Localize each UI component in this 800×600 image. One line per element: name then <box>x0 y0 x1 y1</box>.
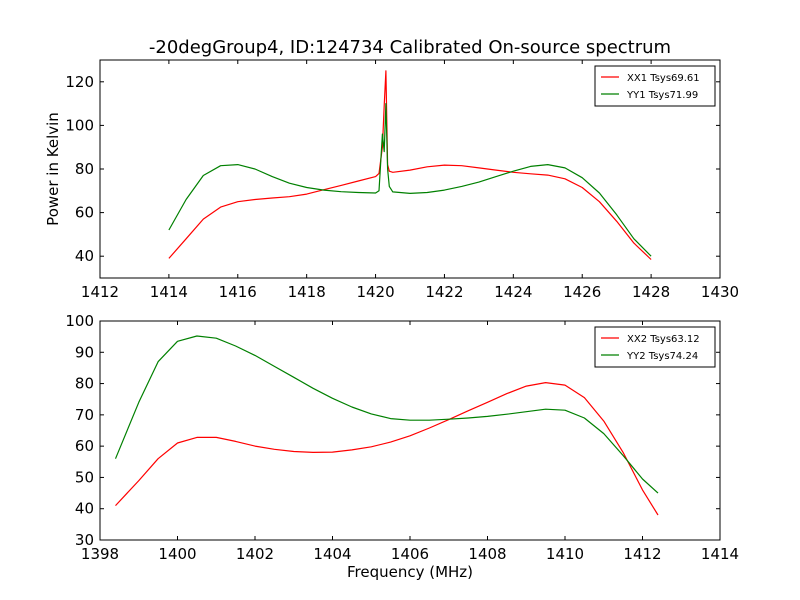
y-tick-label: 80 <box>75 160 94 178</box>
x-tick-label: 1412 <box>81 283 119 301</box>
legend-box <box>594 326 716 368</box>
y-tick-label: 90 <box>75 343 94 361</box>
legend-entry: XX2 Tsys63.12 <box>627 334 700 345</box>
legend-box <box>594 65 716 107</box>
x-tick-label: 1400 <box>158 545 196 563</box>
x-tick-label: 1408 <box>468 545 506 563</box>
y-tick-label: 100 <box>65 116 94 134</box>
x-tick-label: 1410 <box>546 545 584 563</box>
series-line-1-2 <box>168 103 652 257</box>
x-tick-label: 1416 <box>219 283 257 301</box>
x-axis-label: Frequency (MHz) <box>347 563 473 581</box>
y-tick-label: 60 <box>75 204 94 222</box>
legend: XX2 Tsys63.12 YY2 Tsys74.24 <box>594 326 716 368</box>
legend-entry: XX1 Tsys69.61 <box>627 73 700 84</box>
y-tick-label: 100 <box>65 312 94 330</box>
x-tick-label: 1426 <box>563 283 601 301</box>
y-axis-label: Power in Kelvin <box>44 112 62 226</box>
chart-panels: 1412 1414 1416 1418 1420 1422 1424 1426 1428 1430… <box>44 59 739 581</box>
x-tick-label: 1404 <box>313 545 351 563</box>
x-tick-label: 1418 <box>288 283 326 301</box>
x-tick-label: 1422 <box>425 283 463 301</box>
y-tick-label: 40 <box>75 500 94 518</box>
legend-entry: YY2 Tsys74.24 <box>626 351 698 362</box>
x-tick-label: 1412 <box>623 545 661 563</box>
x-tick-label: 1430 <box>701 283 739 301</box>
y-tick-label: 60 <box>75 437 94 455</box>
y-tick-label: 120 <box>65 73 94 91</box>
x-tick-label: 1414 <box>701 545 739 563</box>
legend: XX1 Tsys69.61 YY1 Tsys71.99 <box>594 65 716 107</box>
x-tick-label: 1424 <box>494 283 532 301</box>
y-tick-label: 80 <box>75 375 94 393</box>
chart-title: -20degGroup4, ID:124734 Calibrated On-so… <box>149 37 671 58</box>
x-tick-label: 1414 <box>150 283 188 301</box>
chart-panel-2: 1398 1400 1402 1404 1406 1408 1410 1412 1414 30 40… <box>65 312 739 581</box>
x-tick-label: 1428 <box>632 283 670 301</box>
y-tick-label: 30 <box>75 531 94 549</box>
x-tick-label: 1402 <box>236 545 274 563</box>
series-line-2-1 <box>115 382 659 516</box>
chart-panel-1: 1412 1414 1416 1418 1420 1422 1424 1426 1428 1430… <box>44 59 739 301</box>
y-tick-label: 40 <box>75 247 94 265</box>
x-tick-label: 1406 <box>391 545 429 563</box>
x-tick-label: 1398 <box>81 545 119 563</box>
y-tick-label: 50 <box>75 468 94 486</box>
y-tick-label: 70 <box>75 406 94 424</box>
legend-entry: YY1 Tsys71.99 <box>626 90 698 101</box>
series-line-2-2 <box>114 335 659 494</box>
x-tick-label: 1420 <box>356 283 394 301</box>
